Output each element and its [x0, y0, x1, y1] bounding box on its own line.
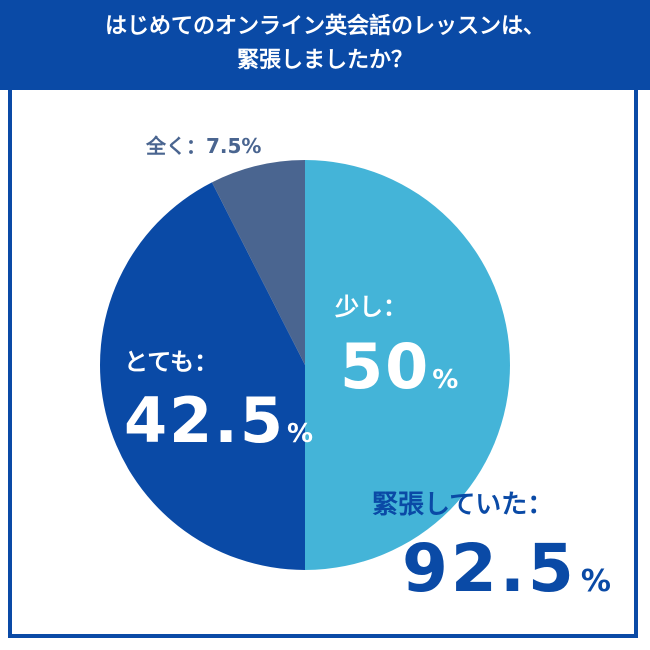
label-totemo-value: 42.5%: [124, 384, 313, 457]
chart-panel: [8, 90, 638, 638]
totemo-value-number: 42.5: [124, 384, 285, 457]
label-zen: 全く：7.5%: [146, 134, 262, 158]
chart-header: はじめてのオンライン英会話のレッスンは、 緊張しましたか？: [0, 0, 650, 90]
title-line-1: はじめてのオンライン英会話のレッスンは、: [104, 14, 545, 39]
total-value-number: 92.5: [402, 530, 577, 607]
total-percent-sign: %: [580, 564, 611, 599]
sukoshi-value-number: 50: [340, 330, 431, 403]
totemo-percent-sign: %: [286, 419, 314, 449]
pie-slice-0: [305, 160, 510, 570]
label-sukoshi-name: 少し：: [335, 293, 407, 321]
label-sukoshi-value: 50%: [340, 330, 458, 403]
sukoshi-percent-sign: %: [432, 365, 459, 395]
label-total-value: 92.5%: [402, 530, 611, 607]
title-line-2: 緊張しましたか？: [236, 48, 413, 73]
label-totemo-name: とても：: [124, 348, 219, 376]
label-total-name: 緊張していた：: [372, 490, 554, 520]
pie-slice-2: [211, 160, 305, 365]
pie-slice-1: [100, 182, 305, 570]
